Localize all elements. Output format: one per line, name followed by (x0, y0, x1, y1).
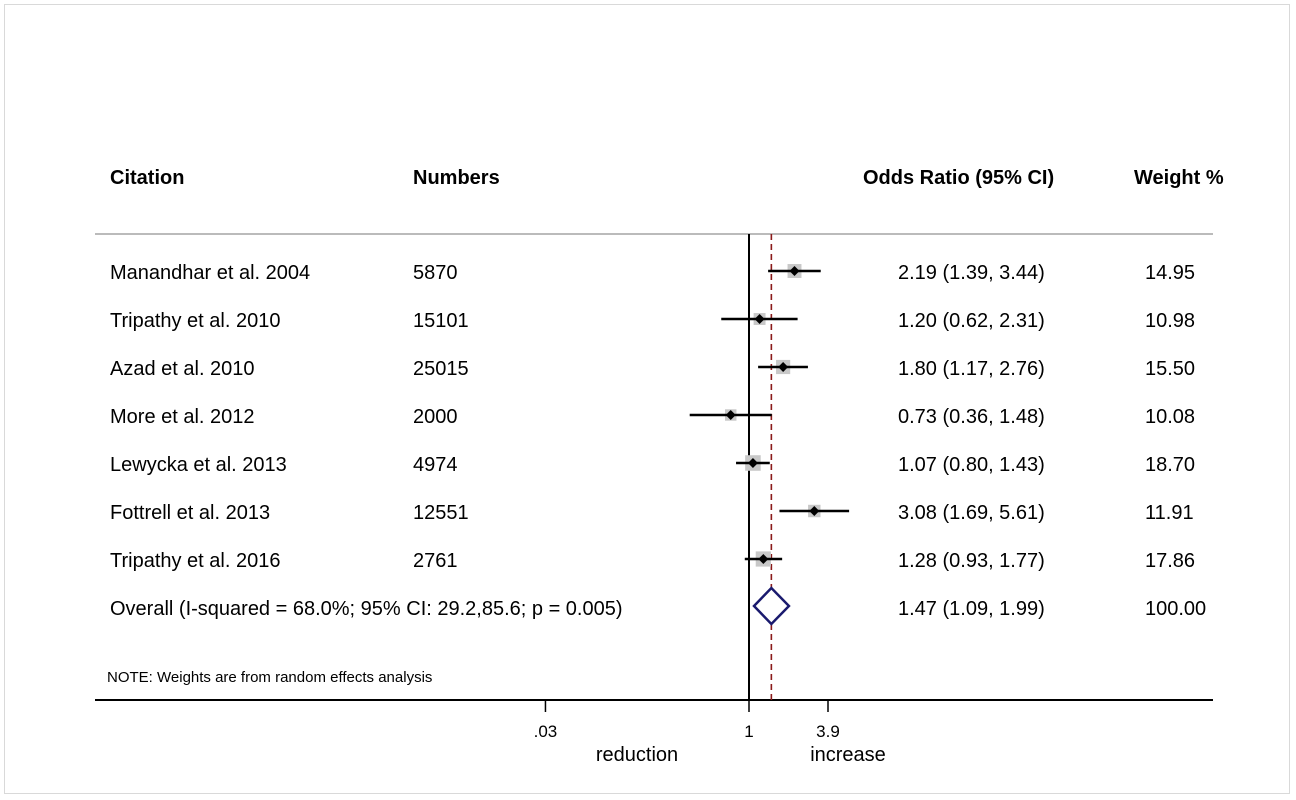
study-numbers: 15101 (413, 310, 469, 332)
overall-diamond (752, 586, 791, 626)
study-or-label: 2.19 (1.39, 3.44) (898, 262, 1045, 284)
study-point-estimate (725, 410, 736, 420)
study-weight-label: 10.98 (1145, 310, 1195, 332)
study-citation: Lewycka et al. 2013 (110, 454, 287, 476)
study-citation: Fottrell et al. 2013 (110, 502, 270, 524)
study-weight-label: 14.95 (1145, 262, 1195, 284)
study-point-estimate (789, 266, 800, 276)
study-or-label: 1.07 (0.80, 1.43) (898, 454, 1045, 476)
study-numbers: 5870 (413, 262, 458, 284)
x-tick-label: 1 (744, 722, 753, 741)
study-numbers: 25015 (413, 358, 469, 380)
header-odds-ratio: Odds Ratio (95% CI) (863, 167, 1054, 189)
study-point-estimate (758, 554, 769, 564)
study-or-label: 1.20 (0.62, 2.31) (898, 310, 1045, 332)
x-axis-ticks: .03 1 3.9 (534, 700, 840, 741)
overall-label: Overall (I-squared = 68.0%; 95% CI: 29.2… (110, 598, 623, 620)
overall-or-label: 1.47 (1.09, 1.99) (898, 598, 1045, 620)
study-citation: Tripathy et al. 2010 (110, 310, 280, 332)
study-citation: Tripathy et al. 2016 (110, 550, 280, 572)
study-point-estimate (754, 314, 765, 324)
study-numbers: 2761 (413, 550, 458, 572)
study-point-estimate (778, 362, 789, 372)
header-citation: Citation (110, 167, 184, 189)
study-weight-label: 10.08 (1145, 406, 1195, 428)
study-numbers: 4974 (413, 454, 458, 476)
study-weight-label: 17.86 (1145, 550, 1195, 572)
study-numbers: 2000 (413, 406, 458, 428)
note-text: NOTE: Weights are from random effects an… (107, 669, 432, 686)
study-or-label: 1.28 (0.93, 1.77) (898, 550, 1045, 572)
study-citation: Manandhar et al. 2004 (110, 262, 310, 284)
x-tick-label: .03 (534, 722, 558, 741)
study-numbers: 12551 (413, 502, 469, 524)
study-rows: Manandhar et al. 2004 5870 2.19 (1.39, 3.4… (110, 262, 1195, 572)
study-citation: More et al. 2012 (110, 406, 255, 428)
x-tick-label: 3.9 (816, 722, 840, 741)
axis-label-reduction: reduction (596, 744, 678, 766)
study-weight-label: 15.50 (1145, 358, 1195, 380)
study-or-label: 0.73 (0.36, 1.48) (898, 406, 1045, 428)
overall-weight-label: 100.00 (1145, 598, 1206, 620)
header-weight: Weight % (1134, 167, 1224, 189)
study-point-estimate (747, 458, 758, 468)
study-weight-label: 18.70 (1145, 454, 1195, 476)
axis-label-increase: increase (810, 744, 886, 766)
study-or-label: 1.80 (1.17, 2.76) (898, 358, 1045, 380)
study-or-label: 3.08 (1.69, 5.61) (898, 502, 1045, 524)
study-point-estimate (809, 506, 820, 516)
study-weight-label: 11.91 (1145, 502, 1194, 524)
figure-frame (4, 4, 1290, 794)
study-citation: Azad et al. 2010 (110, 358, 255, 380)
header-numbers: Numbers (413, 167, 500, 189)
plot-marks (689, 234, 850, 700)
